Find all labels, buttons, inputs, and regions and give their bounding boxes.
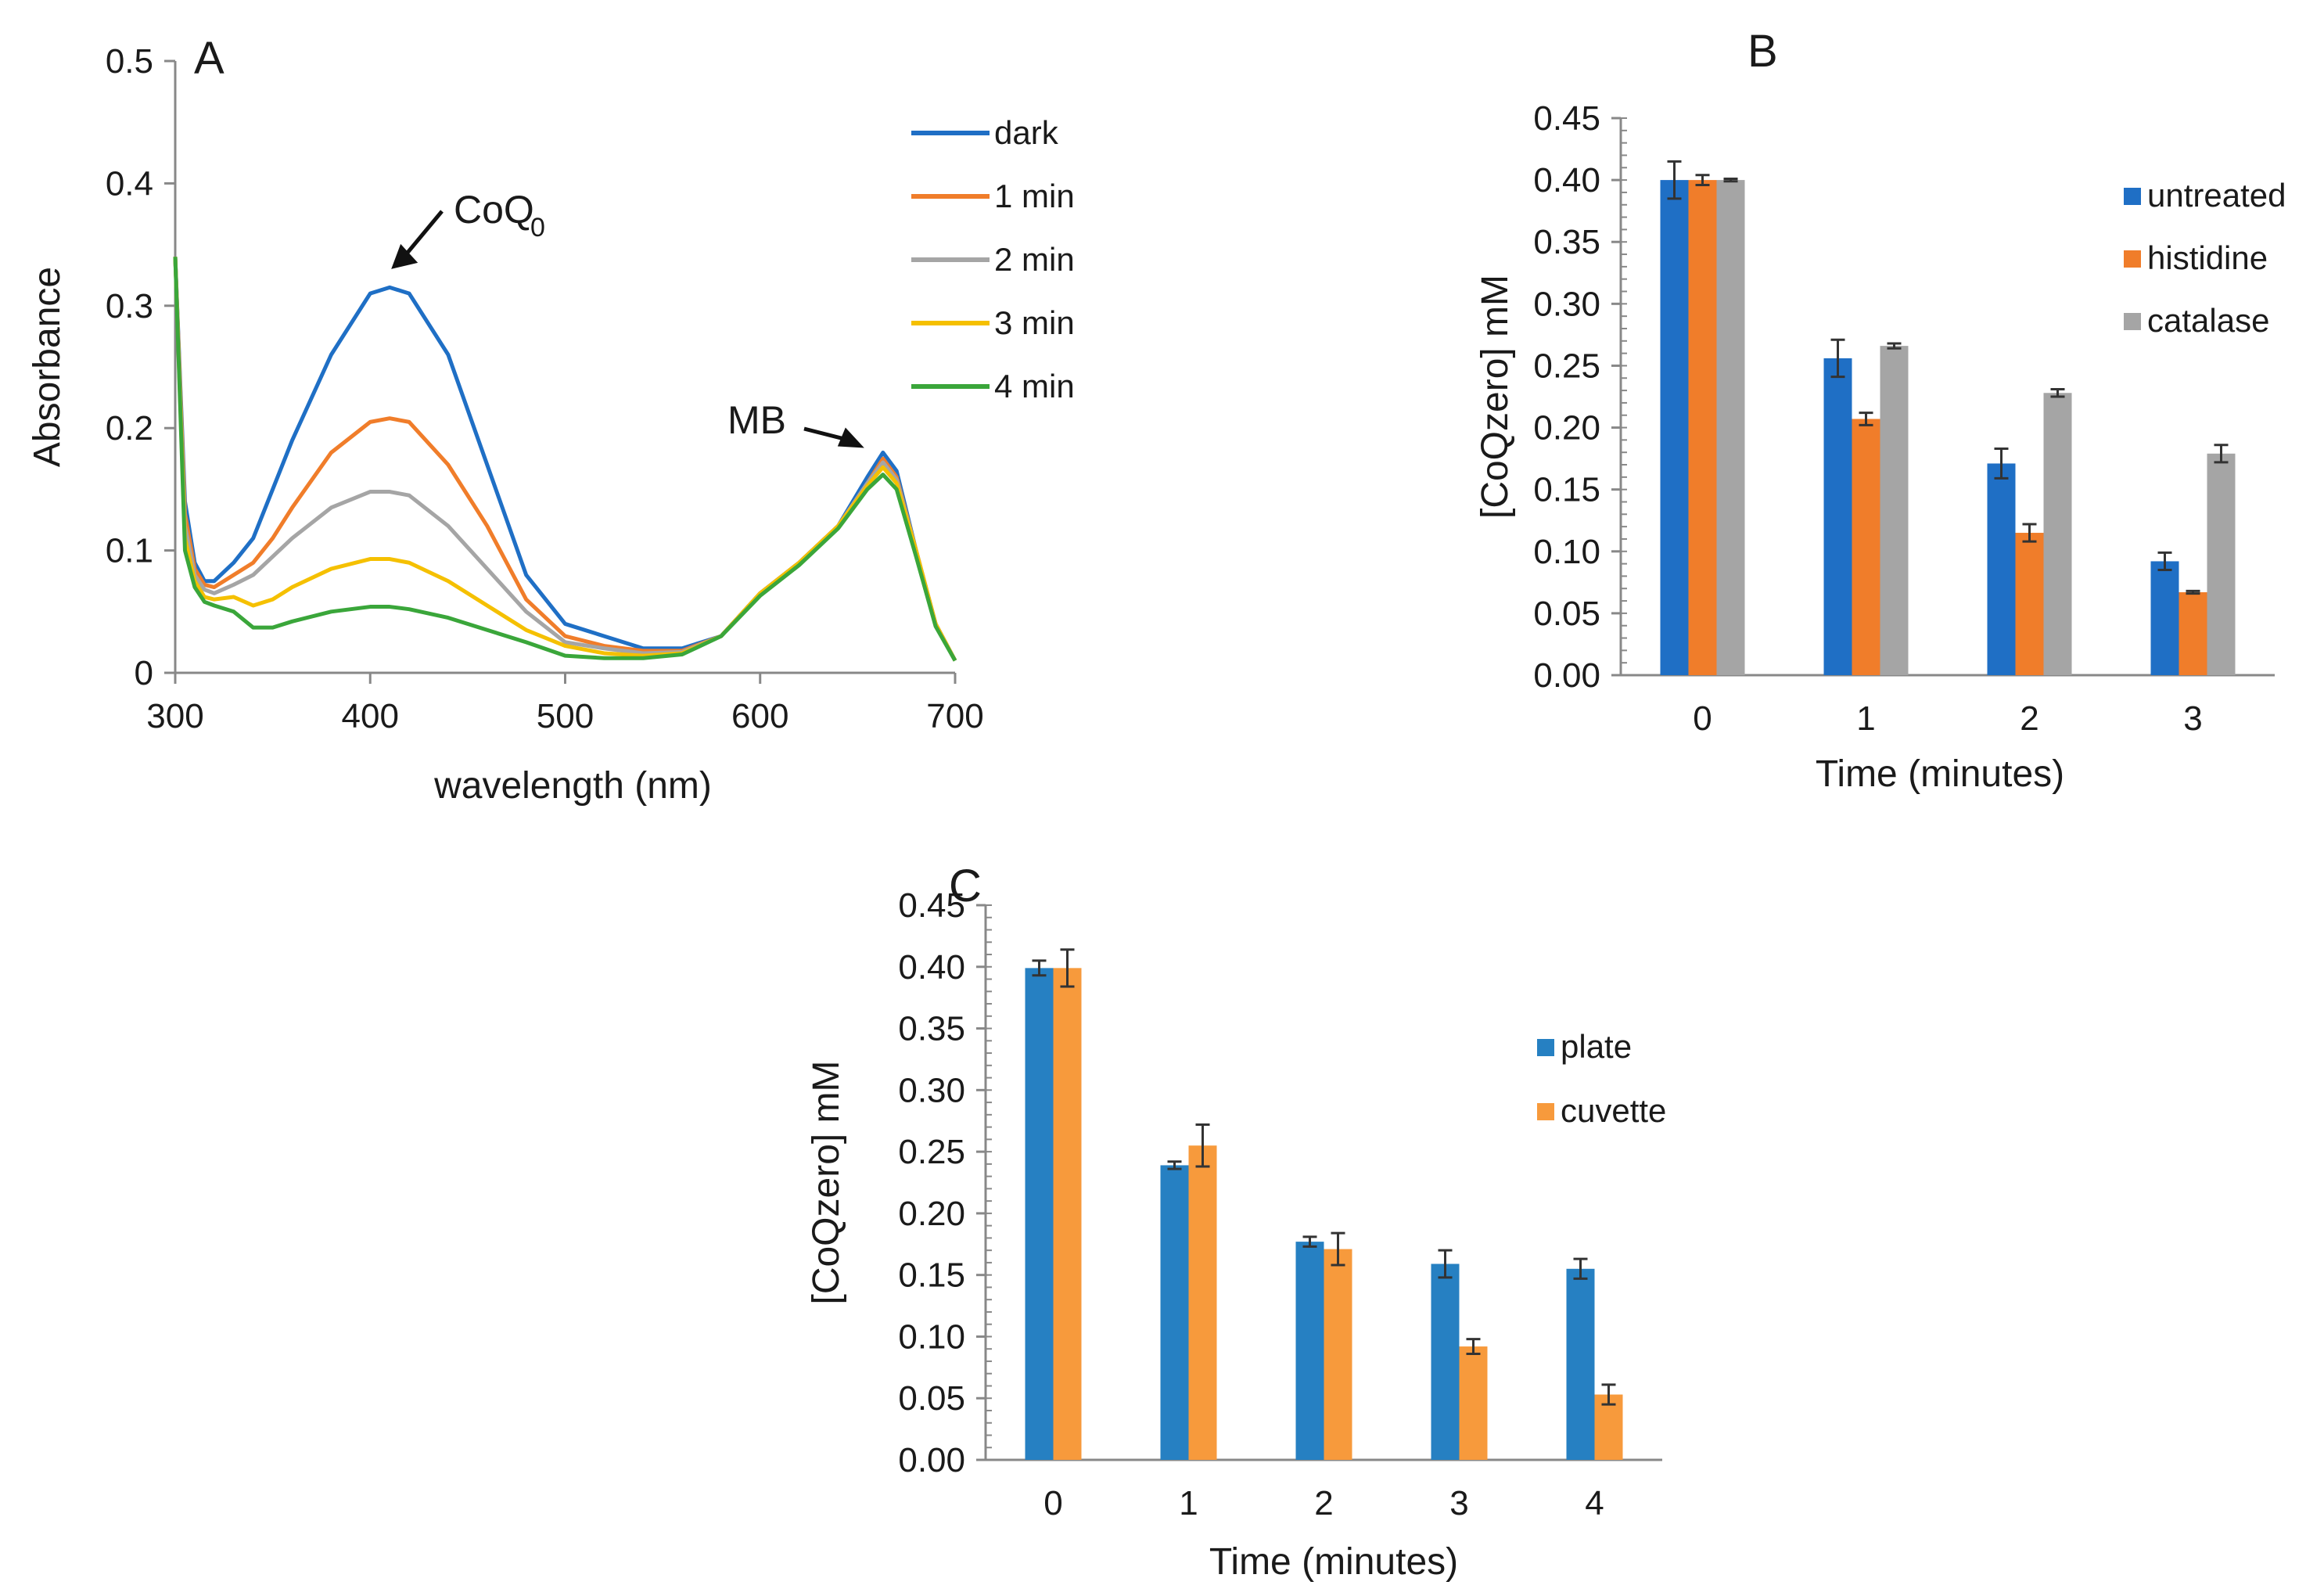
bar-untreated-2 bbox=[1987, 463, 2016, 675]
panel-c-bar-chart: 0.00 0.05 0.10 0.15 0.20 0.25 0.30 0.35 0.40 0.45… bbox=[806, 861, 1666, 1583]
legend-label: plate bbox=[1561, 1028, 1632, 1065]
legend-label: catalase bbox=[2147, 302, 2269, 339]
y-tick-label: 0.00 bbox=[898, 1441, 965, 1479]
y-tick-label: 0.35 bbox=[898, 1010, 965, 1048]
legend-label: dark bbox=[994, 114, 1059, 151]
x-tick-label: 0 bbox=[1693, 699, 1712, 738]
panel-b-bar-chart: 0.00 0.05 0.10 0.15 0.20 0.25 0.30 0.35 0.40 0.45… bbox=[1475, 26, 2286, 795]
x-tick-label: 2 bbox=[2020, 699, 2038, 738]
y-axis-title: [CoQzero] mM bbox=[1475, 275, 1516, 519]
bar-cuvette-3 bbox=[1459, 1346, 1488, 1460]
x-tick-label: 4 bbox=[1585, 1484, 1604, 1522]
y-tick-label: 0.45 bbox=[1533, 99, 1600, 138]
bar-untreated-0 bbox=[1660, 180, 1689, 676]
y-tick-label: 0.4 bbox=[106, 164, 153, 203]
bar-cuvette-2 bbox=[1324, 1249, 1352, 1460]
legend-swatch bbox=[2124, 188, 2141, 205]
y-tick-label: 0.40 bbox=[898, 948, 965, 987]
bar-histidine-2 bbox=[2015, 533, 2044, 675]
bar-plate-3 bbox=[1431, 1264, 1460, 1460]
legend-label: 4 min bbox=[994, 368, 1075, 404]
bar-catalase-0 bbox=[1716, 180, 1745, 676]
legend-label: cuvette bbox=[1561, 1092, 1666, 1129]
series-line-4-min bbox=[173, 257, 957, 662]
bar-untreated-3 bbox=[2150, 561, 2179, 675]
y-tick-label: 0.1 bbox=[106, 532, 153, 570]
y-tick-label: 0.30 bbox=[898, 1071, 965, 1109]
series-line-2-min bbox=[173, 257, 957, 662]
y-tick-label: 0.35 bbox=[1533, 223, 1600, 261]
y-tick-label: 0.30 bbox=[1533, 285, 1600, 323]
panel-a-line-chart: 0 0.1 0.2 0.3 0.4 0.5 300 400 500 600 700 wavelengt… bbox=[27, 33, 1075, 807]
y-tick-label: 0 bbox=[135, 654, 153, 692]
y-axis-title: Absorbance bbox=[27, 267, 68, 467]
legend-swatch bbox=[1537, 1103, 1554, 1120]
bar-plate-0 bbox=[1025, 968, 1054, 1460]
x-axis-title: Time (minutes) bbox=[1209, 1541, 1458, 1583]
legend-swatch bbox=[2124, 313, 2141, 330]
annotation-coq0: CoQ bbox=[454, 188, 534, 232]
y-tick-label: 0.15 bbox=[898, 1256, 965, 1295]
y-tick-label: 0.3 bbox=[106, 287, 153, 325]
y-tick-label: 0.2 bbox=[106, 409, 153, 448]
bar-untreated-1 bbox=[1823, 358, 1852, 675]
bar-catalase-3 bbox=[2207, 453, 2236, 675]
x-tick-label: 0 bbox=[1043, 1484, 1062, 1522]
annotation-mb: MB bbox=[727, 398, 786, 442]
x-tick-label: 3 bbox=[1449, 1484, 1468, 1522]
annotation-coq0-subscript: 0 bbox=[530, 213, 545, 243]
legend-label: 1 min bbox=[994, 178, 1075, 214]
legend-swatch bbox=[2124, 250, 2141, 268]
panel-label: A bbox=[194, 33, 224, 84]
x-tick-label: 700 bbox=[926, 697, 983, 735]
annotation-arrow-head bbox=[837, 427, 864, 448]
y-tick-label: 0.25 bbox=[1533, 347, 1600, 385]
legend-label: 3 min bbox=[994, 304, 1075, 341]
series-line-dark bbox=[173, 257, 957, 662]
bar-plate-1 bbox=[1160, 1165, 1189, 1460]
legend-swatch bbox=[1537, 1039, 1554, 1056]
bar-cuvette-0 bbox=[1053, 968, 1082, 1460]
y-tick-label: 0.5 bbox=[106, 42, 153, 81]
y-tick-label: 0.25 bbox=[898, 1133, 965, 1171]
series-line-3-min bbox=[173, 257, 957, 662]
x-axis-title: wavelength (nm) bbox=[433, 765, 712, 807]
bar-histidine-0 bbox=[1688, 180, 1717, 676]
y-tick-label: 0.20 bbox=[1533, 409, 1600, 448]
bar-catalase-2 bbox=[2043, 393, 2072, 675]
y-tick-label: 0.10 bbox=[898, 1317, 965, 1356]
series-line-1-min bbox=[173, 257, 957, 662]
y-tick-label: 0.05 bbox=[1533, 595, 1600, 633]
x-tick-label: 500 bbox=[537, 697, 594, 735]
x-tick-label: 3 bbox=[2183, 699, 2202, 738]
y-tick-label: 0.45 bbox=[898, 886, 965, 925]
y-tick-label: 0.20 bbox=[898, 1195, 965, 1233]
x-tick-label: 300 bbox=[146, 697, 203, 735]
bar-plate-4 bbox=[1566, 1268, 1595, 1460]
y-tick-label: 0.10 bbox=[1533, 533, 1600, 571]
y-tick-label: 0.00 bbox=[1533, 656, 1600, 695]
x-tick-label: 400 bbox=[342, 697, 399, 735]
x-tick-label: 2 bbox=[1314, 1484, 1333, 1522]
bar-histidine-1 bbox=[1852, 419, 1880, 675]
bar-catalase-1 bbox=[1880, 346, 1909, 675]
legend-label: histidine bbox=[2147, 239, 2268, 276]
y-tick-label: 0.40 bbox=[1533, 161, 1600, 200]
x-tick-label: 1 bbox=[1179, 1484, 1198, 1522]
x-axis-title: Time (minutes) bbox=[1816, 753, 2064, 795]
y-tick-label: 0.15 bbox=[1533, 471, 1600, 509]
panel-label: B bbox=[1747, 26, 1778, 77]
legend-label: untreated bbox=[2147, 177, 2286, 214]
bar-histidine-3 bbox=[2179, 591, 2207, 675]
bar-cuvette-1 bbox=[1188, 1145, 1217, 1460]
annotation-arrow-head bbox=[391, 243, 418, 269]
x-tick-label: 1 bbox=[1856, 699, 1875, 738]
panel-label: C bbox=[949, 861, 982, 911]
y-tick-label: 0.05 bbox=[898, 1379, 965, 1418]
bar-plate-2 bbox=[1295, 1242, 1324, 1460]
legend-label: 2 min bbox=[994, 241, 1075, 278]
y-axis-title: [CoQzero] mM bbox=[806, 1060, 847, 1304]
x-tick-label: 600 bbox=[731, 697, 788, 735]
